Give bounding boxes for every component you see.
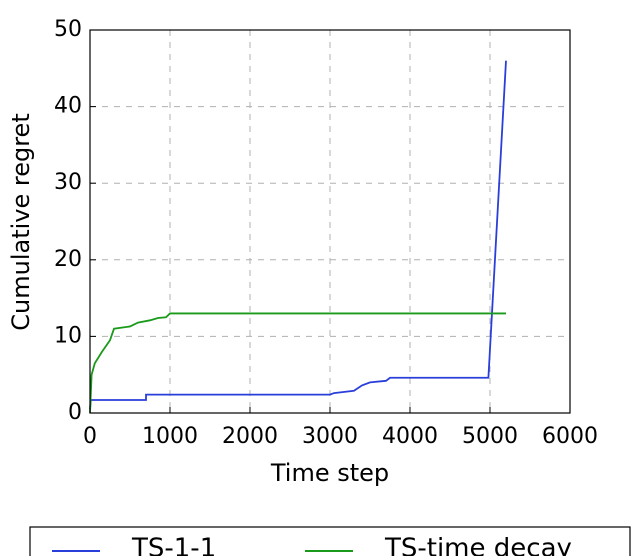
line-series [89,60,507,410]
x-tick-label: 4000 [382,424,438,449]
x-axis-label: Time step [270,459,389,487]
x-tick-label: 5000 [462,424,518,449]
y-tick-label: 50 [54,17,82,42]
x-tick-label: 1000 [142,424,198,449]
y-tick-label: 0 [68,400,82,425]
x-tick-label: 0 [83,424,97,449]
y-tick-label: 40 [54,94,82,119]
y-tick-label: 30 [54,170,82,195]
y-axis-label: Cumulative regret [7,113,35,330]
x-tick-label: 2000 [222,424,278,449]
legend-box [29,526,631,556]
line-series [89,312,506,414]
x-tick-label: 6000 [542,424,598,449]
y-tick-label: 10 [54,323,82,348]
plot-frame [89,29,571,414]
legend-label: TS-1-1 [131,534,216,556]
y-tick-label: 20 [54,247,82,272]
x-tick-label: 3000 [302,424,358,449]
legend-label: TS-time decay [384,534,572,556]
